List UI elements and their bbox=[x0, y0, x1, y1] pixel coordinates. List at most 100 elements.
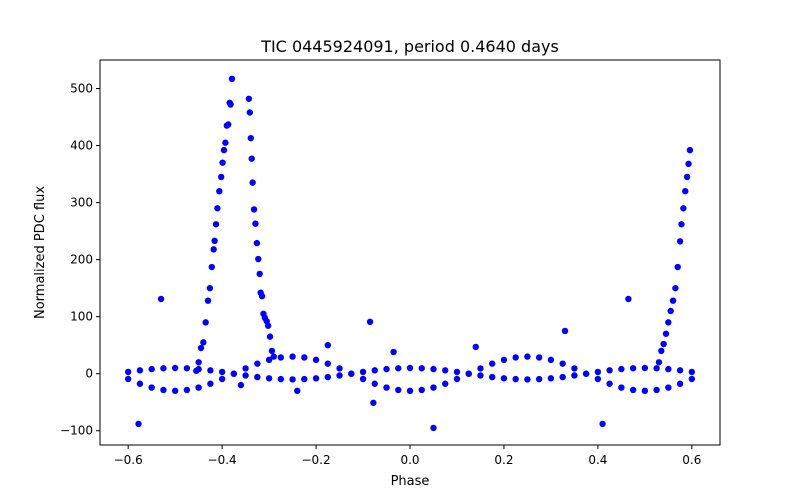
y-tick-label: 0 bbox=[85, 367, 93, 381]
data-point-band-b bbox=[571, 372, 578, 379]
y-tick-label: 100 bbox=[70, 310, 93, 324]
data-point-band-b bbox=[160, 365, 167, 372]
data-point-band-b bbox=[148, 365, 155, 373]
data-point-band-a bbox=[594, 375, 602, 383]
data-point-band-a bbox=[289, 353, 296, 360]
data-point-band-a bbox=[629, 386, 637, 394]
data-point-band-b bbox=[500, 375, 508, 382]
data-point-band-b bbox=[418, 365, 425, 372]
data-point-band-b bbox=[207, 367, 214, 374]
data-point-flare bbox=[249, 179, 256, 186]
data-point-band-b bbox=[453, 368, 461, 376]
data-point-band-a bbox=[195, 384, 202, 391]
data-point-band-a bbox=[207, 380, 214, 387]
x-tick-label: −0.2 bbox=[301, 453, 330, 467]
x-tick-label: 0.4 bbox=[588, 453, 607, 467]
data-point-flare bbox=[217, 173, 225, 181]
data-point-band-b bbox=[230, 370, 238, 377]
data-point-flare bbox=[678, 221, 685, 228]
data-point-flare bbox=[246, 109, 254, 116]
data-point-band-a bbox=[277, 354, 285, 361]
data-point-flare bbox=[669, 297, 677, 304]
data-point-flare bbox=[268, 347, 276, 355]
data-point-band-a bbox=[488, 360, 496, 367]
data-point-outlier bbox=[366, 318, 374, 325]
data-point-outlier bbox=[430, 424, 437, 432]
data-point-outlier bbox=[472, 343, 479, 351]
data-point-band-b bbox=[242, 372, 249, 379]
data-point-band-a bbox=[477, 365, 484, 372]
data-point-band-a bbox=[418, 386, 425, 394]
data-point-band-b bbox=[312, 375, 320, 382]
data-point-band-a bbox=[254, 360, 261, 367]
data-point-flare bbox=[195, 359, 202, 366]
data-point-flare bbox=[658, 347, 665, 355]
data-point-band-a bbox=[171, 387, 179, 395]
x-tick-label: 0.6 bbox=[682, 453, 701, 467]
data-point-band-a bbox=[500, 356, 508, 364]
data-point-band-a bbox=[665, 384, 672, 391]
data-point-outlier bbox=[294, 387, 301, 395]
data-point-band-b bbox=[559, 373, 566, 381]
data-point-band-b bbox=[136, 367, 144, 374]
data-point-flare bbox=[680, 205, 687, 212]
x-axis: −0.6 −0.4 −0.2 0.0 0.2 0.4 0.6 bbox=[114, 445, 701, 467]
data-point-outlier bbox=[390, 348, 397, 356]
data-point-band-a bbox=[512, 354, 519, 361]
data-point-flare bbox=[228, 75, 236, 83]
data-point-band-a bbox=[524, 353, 531, 360]
data-point-band-a bbox=[430, 384, 437, 391]
data-point-outlier bbox=[324, 341, 332, 349]
data-point-flare bbox=[682, 187, 689, 195]
y-axis: −100 0 100 200 300 400 500 bbox=[60, 82, 100, 438]
data-point-band-a bbox=[371, 380, 378, 387]
data-point-flare bbox=[665, 319, 672, 326]
data-point-band-b bbox=[488, 373, 496, 381]
data-point-band-b bbox=[606, 367, 613, 374]
data-point-band-a bbox=[406, 387, 414, 395]
data-point-band-b bbox=[524, 376, 531, 383]
data-point-band-a bbox=[218, 375, 226, 383]
data-point-flare bbox=[202, 319, 209, 326]
data-point-flare bbox=[225, 121, 232, 128]
data-point-band-b bbox=[582, 370, 590, 377]
data-point-outlier bbox=[135, 420, 142, 428]
data-point-flare bbox=[206, 284, 214, 292]
data-point-band-a bbox=[618, 384, 625, 391]
data-point-flare bbox=[655, 359, 663, 366]
data-point-band-a bbox=[383, 384, 390, 391]
data-point-band-b bbox=[265, 375, 273, 382]
data-point-band-b bbox=[254, 373, 261, 381]
data-point-band-a bbox=[183, 386, 191, 394]
data-point-flare bbox=[266, 333, 274, 340]
data-point-band-b bbox=[218, 368, 226, 376]
data-point-outlier bbox=[157, 295, 165, 303]
data-point-band-a bbox=[160, 386, 167, 394]
data-point-band-b bbox=[477, 372, 484, 379]
data-point-band-b bbox=[676, 367, 684, 374]
data-point-band-a bbox=[547, 356, 555, 364]
data-point-flare bbox=[686, 146, 694, 154]
plot-frame bbox=[99, 59, 721, 446]
data-point-band-b bbox=[618, 365, 625, 373]
data-point-outlier bbox=[370, 399, 377, 406]
data-point-flare bbox=[197, 344, 205, 352]
data-point-flare bbox=[245, 95, 253, 102]
data-point-outlier bbox=[561, 327, 569, 335]
data-point-band-a bbox=[688, 375, 696, 383]
data-point-band-b bbox=[653, 365, 660, 372]
x-axis-label: Phase bbox=[391, 474, 430, 489]
data-point-flare bbox=[672, 284, 679, 292]
data-point-band-a bbox=[301, 354, 308, 361]
data-point-flare bbox=[676, 238, 684, 245]
data-point-band-b bbox=[371, 367, 378, 374]
data-points bbox=[124, 75, 696, 432]
data-point-flare bbox=[247, 134, 254, 142]
data-point-band-b bbox=[348, 370, 355, 377]
data-point-band-a bbox=[242, 365, 249, 372]
data-point-flare bbox=[258, 292, 266, 300]
chart-title: TIC 0445924091, period 0.4640 days bbox=[260, 37, 559, 56]
data-point-flare bbox=[222, 139, 229, 146]
data-point-flare bbox=[253, 239, 261, 247]
data-point-outlier bbox=[237, 381, 245, 389]
